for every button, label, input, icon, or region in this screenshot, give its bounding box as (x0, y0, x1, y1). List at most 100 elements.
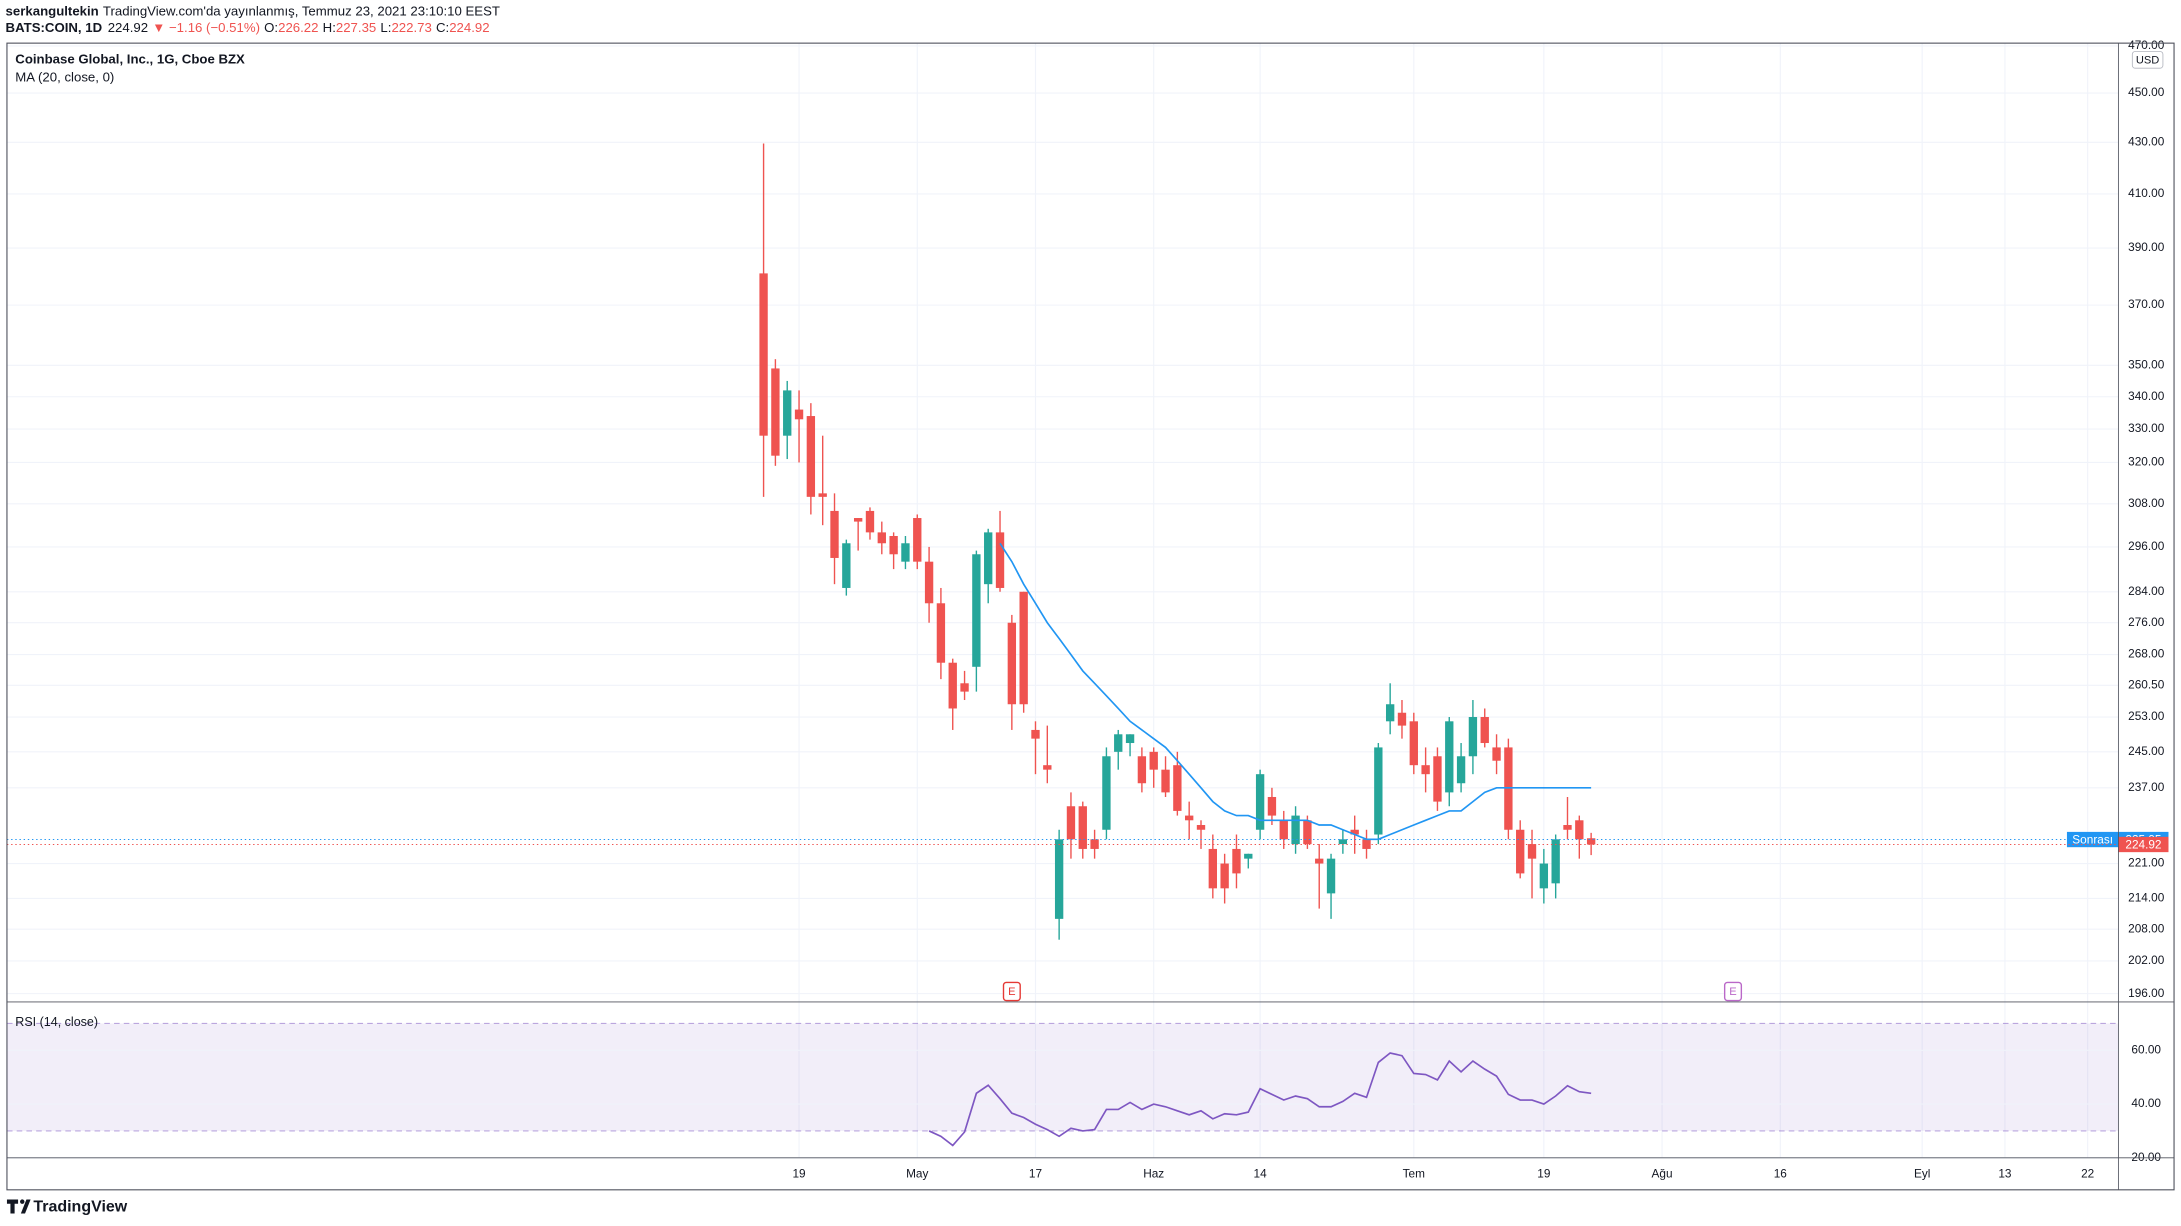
y-tick-label: 260.50 (2128, 677, 2165, 691)
candle-body (1161, 769, 1170, 793)
currency: USD (2136, 54, 2159, 66)
y-tick-label: 245.00 (2128, 744, 2165, 758)
currency-box[interactable] (2131, 51, 2164, 69)
y-tick-label: 470.00 (2128, 38, 2165, 52)
ohlc-value: 226.22 (278, 21, 318, 36)
logo-mark (6, 1199, 19, 1214)
candle-body (1279, 820, 1288, 840)
candle-body (1137, 756, 1147, 784)
candle-body (1031, 729, 1040, 739)
candle-body (1385, 704, 1395, 722)
event-marker[interactable] (1002, 981, 1021, 1002)
candle-body (889, 535, 898, 555)
candle-body (913, 518, 922, 562)
price-label-tag (2066, 831, 2119, 848)
candle-body (771, 368, 780, 456)
ohlc-value: 227.35 (336, 21, 376, 36)
candle-body (1492, 747, 1501, 761)
brand: TradingView (33, 1198, 127, 1215)
x-tick-label: 17 (1029, 1167, 1042, 1181)
ohlc-key: O: (264, 21, 278, 36)
candle-body (865, 510, 875, 533)
rsi-legend: RSI (14, close) (15, 1015, 98, 1029)
x-tick-label: 14 (1254, 1167, 1268, 1181)
candle-body (877, 532, 886, 544)
published: TradingView.com'da yayınlanmış, Temmuz 2… (103, 4, 500, 19)
y-tick-label: 284.00 (2128, 584, 2165, 598)
price-label-box (2118, 836, 2169, 853)
candle-body (972, 554, 981, 667)
candle-body (1409, 721, 1418, 766)
symbol: BATS:COIN, 1D (6, 21, 103, 36)
candle-body (1232, 848, 1241, 874)
y-tick-label: 196.00 (2128, 986, 2165, 1000)
candle-body (1551, 839, 1560, 884)
candle-body (1244, 853, 1253, 859)
x-tick-label: May (906, 1167, 928, 1181)
ma-legend: MA (20, close, 0) (15, 69, 114, 84)
candle-body (1267, 796, 1277, 816)
candle-body (1078, 806, 1087, 849)
y-tick-label: 340.00 (2128, 389, 2165, 403)
y-tick-label: 40.00 (2131, 1096, 2161, 1110)
y-tick-label: 410.00 (2128, 186, 2165, 200)
candle-body (1149, 751, 1158, 770)
y-tick-label: 221.00 (2128, 856, 2165, 870)
ohlc-key: L: (380, 21, 391, 36)
y-tick-label: 320.00 (2128, 455, 2165, 469)
y-tick-label: 268.00 (2128, 647, 2165, 661)
candle-body (1527, 844, 1537, 859)
candle-body (1007, 622, 1017, 705)
candle-body (1445, 721, 1454, 793)
plot-layer: 19 May 17 Haz 14 Tem 19 Ağu 16 Eyl 13 22 470.00 450.0… (6, 38, 2169, 1181)
candle-body (853, 518, 863, 522)
y-tick-label: 20.00 (2131, 1150, 2161, 1164)
candle-body (1433, 756, 1442, 802)
ohlc-value: 222.73 (391, 21, 431, 36)
y-tick-label: 390.00 (2128, 240, 2165, 254)
x-tick-label: Eyl (1914, 1167, 1930, 1181)
candle-body (1350, 829, 1359, 835)
x-tick-label: Ağu (1652, 1167, 1673, 1181)
y-tick-label: 208.00 (2128, 921, 2165, 935)
y-tick-label: 330.00 (2128, 421, 2165, 435)
event-marker[interactable] (1723, 981, 1743, 1002)
candle-body (1575, 820, 1584, 840)
candle-body (1326, 858, 1336, 894)
y-tick-label: 370.00 (2128, 297, 2165, 311)
candle-body (1456, 756, 1466, 784)
logo (6, 1199, 31, 1214)
candle-body (995, 532, 1005, 588)
candle-body (960, 683, 969, 692)
candle-body (1291, 815, 1300, 845)
candle-body (1303, 820, 1312, 845)
candle-body (1066, 806, 1076, 840)
candle-body (1374, 747, 1383, 835)
y-tick-label: 450.00 (2128, 85, 2165, 99)
candle-body (806, 416, 816, 497)
candle-body (1054, 839, 1064, 919)
candle-body (1220, 863, 1229, 889)
ohlc-key: C: (436, 21, 449, 36)
price-label: 224.92 (2125, 837, 2161, 851)
candle-body (1516, 829, 1525, 874)
y-tick-label: 202.00 (2128, 953, 2165, 967)
candle-body (1114, 734, 1123, 752)
candle-body (1185, 815, 1194, 821)
author: serkangultekin (6, 4, 99, 19)
x-tick-label: 19 (792, 1167, 806, 1181)
price-label-name: Sonrası (2072, 832, 2113, 846)
candle-body (842, 543, 851, 588)
x-tick-label: Haz (1143, 1167, 1164, 1181)
x-tick-label: 19 (1537, 1167, 1551, 1181)
x-tick-label: 22 (2081, 1167, 2094, 1181)
candle-body (1208, 848, 1217, 889)
ohlc-key: H: (323, 21, 336, 36)
rsi-band (6, 1023, 2119, 1131)
ohlc-value: 224.92 (449, 21, 489, 36)
y-tick-label: 214.00 (2128, 891, 2165, 905)
x-tick-label: 16 (1774, 1167, 1788, 1181)
frame (6, 42, 2175, 1191)
candle-body (1019, 591, 1028, 705)
candle-body (818, 493, 827, 497)
